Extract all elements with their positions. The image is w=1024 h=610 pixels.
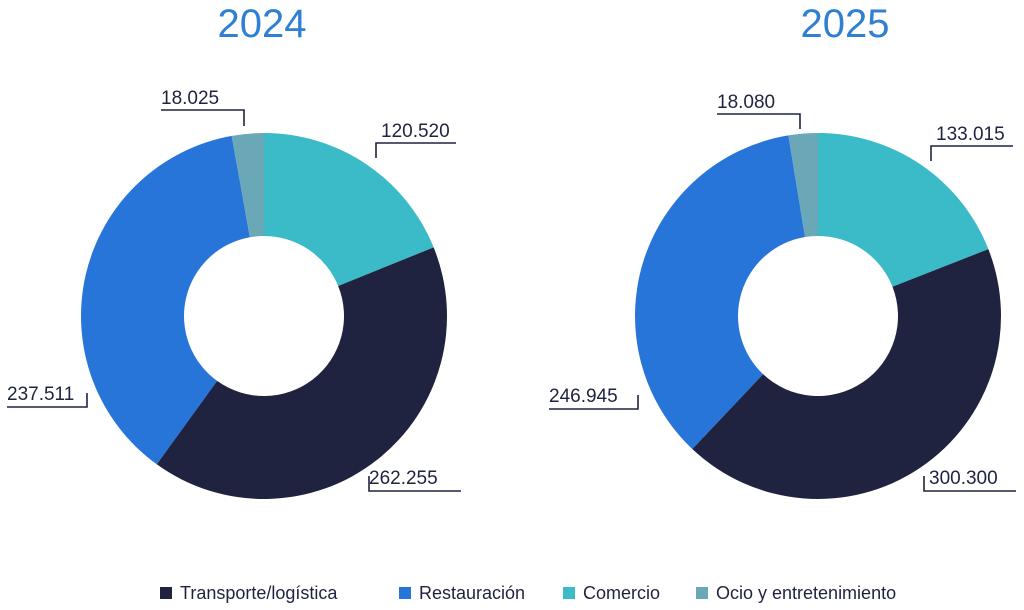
- leader-line-2025-comercio: [930, 145, 1013, 161]
- legend-label-comercio: Comercio: [583, 583, 660, 603]
- data-label-2024-transporte-logistica: 262.255: [369, 468, 438, 489]
- leader-line-2025-restauracion: [549, 395, 639, 410]
- legend-swatch-restauracion: [399, 587, 411, 599]
- donut-chart-2025: 2025 133.015 300.300 246.945 18.080: [549, 2, 1016, 500]
- slice-2025-transporte-logistica: [692, 249, 1002, 500]
- slice-2025-comercio: [818, 133, 989, 287]
- data-label-2025-comercio: 133.015: [936, 124, 1005, 145]
- legend-label-transporte-logistica: Transporte/logística: [180, 583, 338, 603]
- leader-line-2024-ocio-y-entretenimiento: [161, 109, 245, 126]
- data-label-2025-ocio-y-entretenimiento: 18.080: [717, 92, 775, 113]
- donut-chart-2024: 2024 120.520 262.255 237.511 18.025: [7, 2, 461, 500]
- leader-line-2025-ocio-y-entretenimiento: [717, 113, 801, 129]
- slices-2025: [635, 133, 1002, 500]
- leader-line-2024-comercio: [375, 142, 456, 158]
- chart-title-2024: 2024: [218, 2, 307, 46]
- data-label-2025-restauracion: 246.945: [549, 386, 618, 407]
- legend-label-restauracion: Restauración: [419, 583, 525, 603]
- chart-title-2025: 2025: [801, 2, 890, 46]
- labels-2025: 133.015 300.300 246.945 18.080: [549, 92, 1016, 492]
- legend-label-ocio-y-entretenimiento: Ocio y entretenimiento: [716, 583, 896, 603]
- leader-line-2024-restauracion: [7, 393, 88, 408]
- legend-swatch-transporte-logistica: [160, 587, 172, 599]
- leader-line-2025-transporte-logistica: [923, 476, 1016, 492]
- leader-line-2024-transporte-logistica: [368, 476, 461, 492]
- legend-swatch-comercio: [563, 587, 575, 599]
- slice-2024-ocio-y-entretenimiento: [231, 133, 264, 238]
- data-label-2025-transporte-logistica: 300.300: [929, 468, 998, 489]
- slices-2024: [80, 133, 447, 500]
- data-label-2024-restauracion: 237.511: [7, 384, 74, 405]
- data-label-2024-ocio-y-entretenimiento: 18.025: [161, 88, 219, 109]
- slice-2024-restauracion: [80, 135, 250, 465]
- legend-swatch-ocio-y-entretenimiento: [696, 587, 708, 599]
- slice-2024-comercio: [264, 133, 434, 286]
- slice-2025-restauracion: [635, 135, 806, 450]
- labels-2024: 120.520 262.255 237.511 18.025: [7, 88, 461, 492]
- slice-2024-transporte-logistica: [156, 247, 447, 500]
- legend: Transporte/logística Restauración Comercio…: [160, 583, 896, 603]
- data-label-2024-comercio: 120.520: [381, 121, 450, 142]
- slice-2025-ocio-y-entretenimiento: [788, 133, 818, 238]
